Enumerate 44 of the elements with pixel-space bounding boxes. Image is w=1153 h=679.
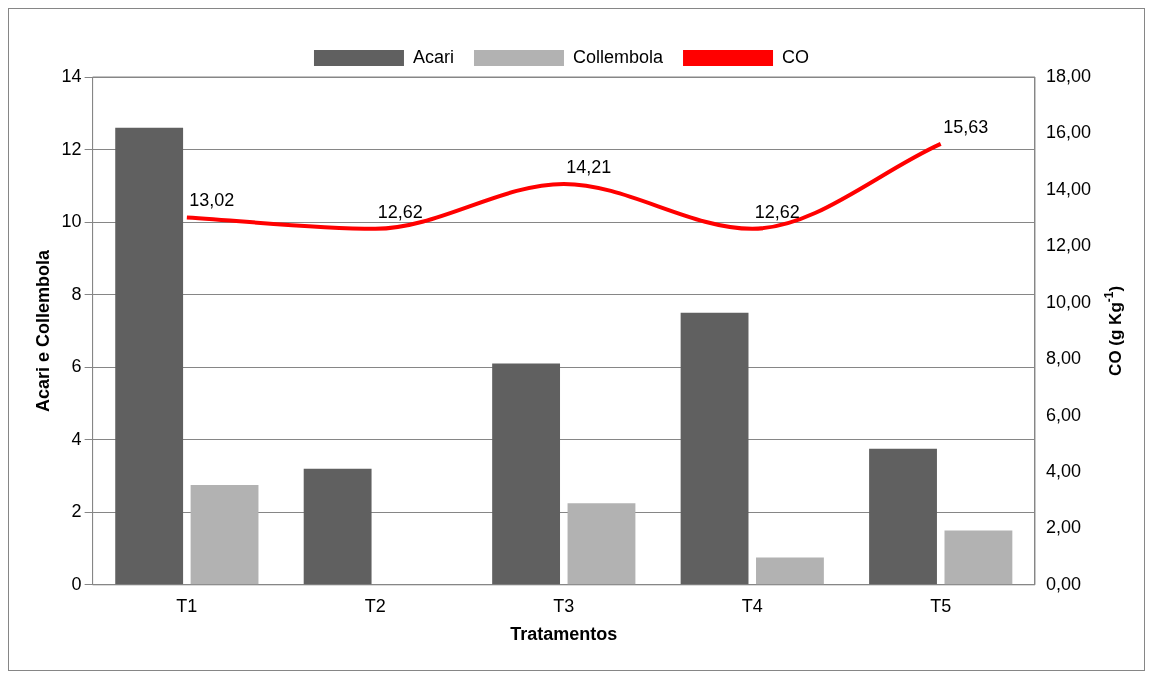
y2-tick-label: 12,00 <box>1045 235 1091 256</box>
y-tick-label: 6 <box>71 356 82 377</box>
y2-tick-label: 6,00 <box>1045 404 1081 425</box>
y2-tick-label: 16,00 <box>1045 122 1091 143</box>
bar <box>303 468 372 585</box>
x-tick-label: T2 <box>364 595 386 616</box>
y-tick-label: 4 <box>71 428 82 449</box>
bar <box>944 530 1013 585</box>
data-label: 12,62 <box>377 201 423 222</box>
data-label: 15,63 <box>943 116 989 137</box>
x-tick-label: T3 <box>553 595 575 616</box>
y-tick-label: 14 <box>61 65 82 86</box>
bar <box>567 503 636 585</box>
bar <box>756 557 824 585</box>
bar <box>680 312 749 585</box>
y2-tick-label: 18,00 <box>1045 65 1091 86</box>
line-series <box>184 141 943 231</box>
y2-tick-label: 8,00 <box>1045 348 1081 369</box>
y2-tick-label: 2,00 <box>1045 517 1081 538</box>
x-tick-label: T4 <box>741 595 763 616</box>
y-tick-label: 10 <box>61 211 82 232</box>
y2-tick-label: 4,00 <box>1045 460 1081 481</box>
y2-tick-label: 0,00 <box>1045 573 1081 594</box>
x-tick-label: T1 <box>176 595 198 616</box>
bar <box>492 363 561 585</box>
legend-label: Collembola <box>572 46 665 67</box>
x-tick-label: T5 <box>930 595 952 616</box>
bar <box>115 127 184 585</box>
data-label: 12,62 <box>754 201 800 222</box>
legend-label: CO <box>782 46 810 67</box>
x-axis-title: Tratamentos <box>510 624 618 645</box>
y-axis-title: Acari e Collembola <box>32 248 53 412</box>
y-tick-label: 0 <box>71 573 82 594</box>
y2-tick-label: 10,00 <box>1045 291 1091 312</box>
bar <box>190 485 259 585</box>
data-label: 13,02 <box>189 190 235 211</box>
y2-axis-title: CO (g Kg-1) <box>1102 285 1125 376</box>
y2-tick-label: 14,00 <box>1045 178 1091 199</box>
y-tick-label: 8 <box>71 283 82 304</box>
legend-label: Acari <box>412 46 454 67</box>
bar <box>869 448 937 585</box>
y-tick-label: 12 <box>61 138 82 159</box>
y-tick-label: 2 <box>71 501 82 522</box>
data-label: 14,21 <box>566 156 612 177</box>
